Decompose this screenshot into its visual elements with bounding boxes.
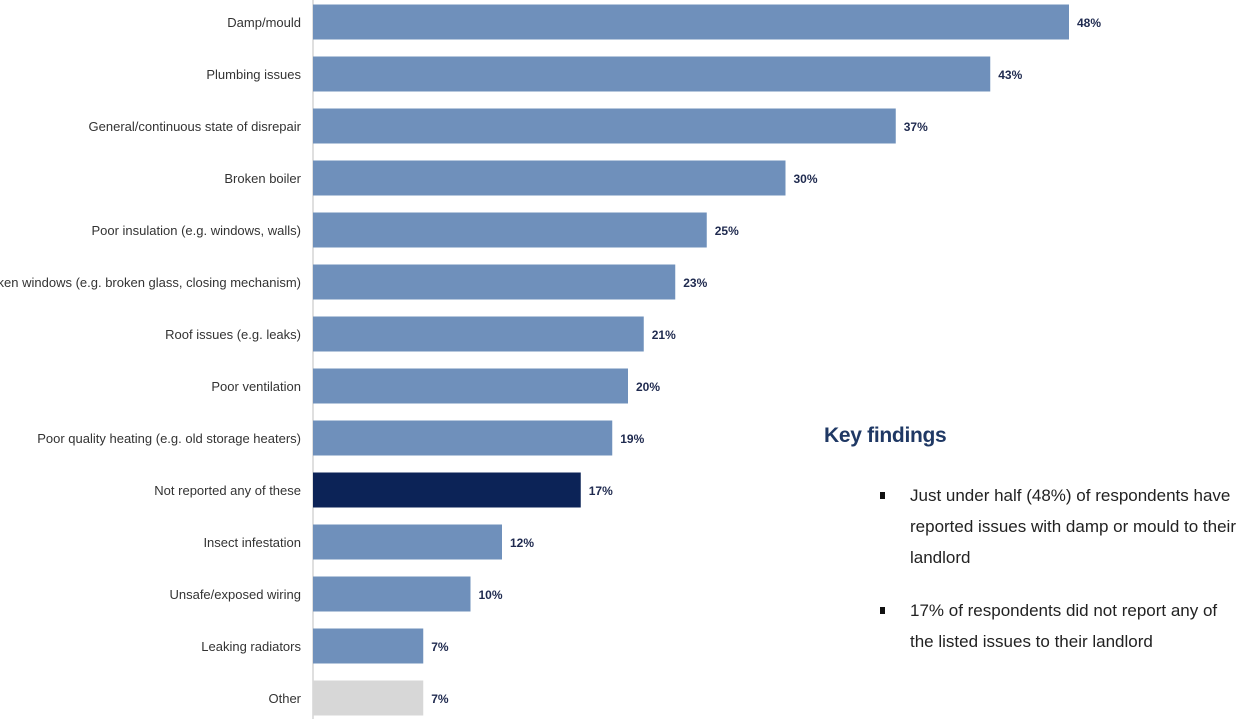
bar [313, 368, 628, 404]
bar [313, 316, 644, 352]
category-label: Leaking radiators [201, 639, 301, 654]
bar [313, 472, 581, 508]
value-label: 48% [1077, 16, 1101, 30]
category-label: Poor ventilation [211, 379, 301, 394]
value-label: 10% [479, 588, 503, 602]
category-label: Other [268, 691, 301, 706]
value-label: 25% [715, 224, 739, 238]
category-label: Damp/mould [227, 15, 301, 30]
bar [313, 524, 502, 560]
finding-text: 17% of respondents did not report any of… [910, 601, 1218, 651]
value-label: 20% [636, 380, 660, 394]
bullet-icon [880, 492, 885, 499]
value-label: 12% [510, 536, 534, 550]
bar [313, 4, 1069, 40]
value-label: 7% [431, 692, 449, 706]
finding-item: 17% of respondents did not report any of… [824, 595, 1236, 657]
category-label: Poor quality heating (e.g. old storage h… [37, 431, 301, 446]
bar [313, 160, 786, 196]
category-label: Broken windows (e.g. broken glass, closi… [0, 275, 301, 290]
key-findings-title: Key findings [824, 424, 947, 447]
bar [313, 108, 896, 144]
category-label: General/continuous state of disrepair [89, 119, 302, 134]
finding-text: Just under half (48%) of respondents hav… [910, 486, 1236, 567]
category-label: Plumbing issues [206, 67, 301, 82]
category-label: Roof issues (e.g. leaks) [165, 327, 301, 342]
value-label: 19% [620, 432, 644, 446]
bar [313, 680, 424, 716]
value-label: 43% [998, 68, 1022, 82]
value-label: 30% [794, 172, 818, 186]
bar [313, 212, 707, 248]
key-findings-panel: Key findings Just under half (48%) of re… [824, 424, 1236, 679]
category-label: Unsafe/exposed wiring [169, 587, 301, 602]
category-label: Not reported any of these [154, 483, 301, 498]
category-label: Broken boiler [224, 171, 301, 186]
bar [313, 56, 991, 92]
value-label: 21% [652, 328, 676, 342]
value-label: 7% [431, 640, 449, 654]
bars-group: Damp/mould 48% Plumbing issues 43% General/c… [0, 4, 1101, 716]
value-label: 37% [904, 120, 928, 134]
bullet-icon [880, 607, 885, 614]
bar [313, 420, 613, 456]
bar [313, 264, 676, 300]
value-label: 17% [589, 484, 613, 498]
category-label: Poor insulation (e.g. windows, walls) [91, 223, 301, 238]
finding-item: Just under half (48%) of respondents hav… [824, 480, 1236, 573]
bar [313, 628, 424, 664]
bar [313, 576, 471, 612]
value-label: 23% [683, 276, 707, 290]
category-label: Insect infestation [203, 535, 301, 550]
